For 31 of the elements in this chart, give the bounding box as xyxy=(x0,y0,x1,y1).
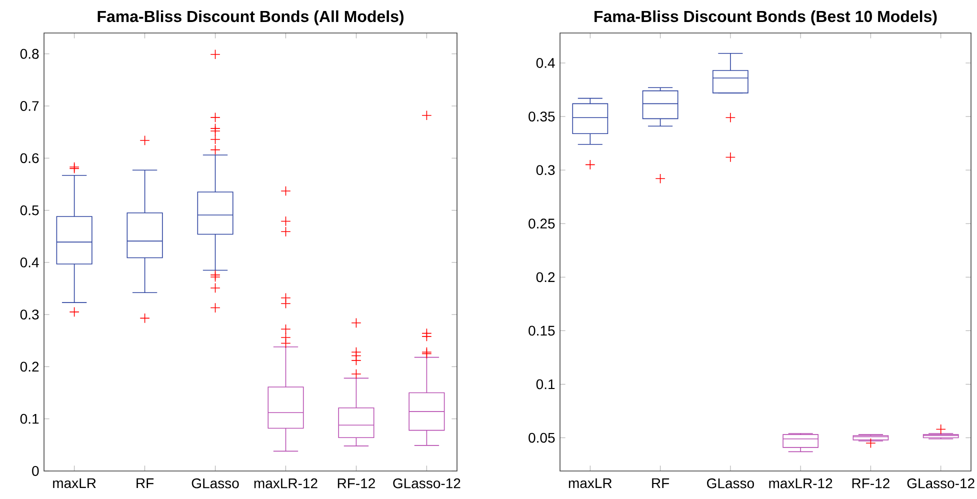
x-tick-label: GLasso xyxy=(192,478,239,488)
x-tick-label: GLasso-12 xyxy=(393,478,460,488)
x-tick-label: RF-12 xyxy=(852,478,890,488)
y-tick-label: 0.4 xyxy=(536,58,555,68)
y-tick-label: 0.15 xyxy=(528,326,555,336)
x-tick-label: maxLR-12 xyxy=(769,478,832,488)
y-tick-label: 0.35 xyxy=(528,112,555,122)
x-tick-label: GLasso xyxy=(707,478,754,488)
y-tick-label: 0.1 xyxy=(20,414,39,424)
y-tick-label: 0.7 xyxy=(20,101,39,111)
y-tick-label: 0.2 xyxy=(20,362,39,372)
y-tick-label: 0.8 xyxy=(20,48,39,59)
chart-title: Fama-Bliss Discount Bonds (Best 10 Models) xyxy=(594,10,937,26)
x-tick-label: RF xyxy=(136,478,154,488)
y-tick-label: 0.6 xyxy=(20,153,39,164)
y-tick-label: 0 xyxy=(32,466,39,476)
x-tick-label: maxLR xyxy=(53,478,96,488)
y-tick-label: 0.1 xyxy=(536,379,555,390)
y-tick-label: 0.2 xyxy=(536,272,555,282)
y-tick-label: 0.05 xyxy=(528,432,555,443)
y-tick-label: 0.3 xyxy=(536,165,555,176)
y-tick-label: 0.25 xyxy=(528,218,555,229)
x-tick-label: maxLR-12 xyxy=(254,478,318,488)
x-tick-label: RF xyxy=(652,478,670,488)
chart-title: Fama-Bliss Discount Bonds (All Models) xyxy=(98,10,404,26)
x-tick-label: GLasso-12 xyxy=(907,478,974,488)
y-tick-label: 0.4 xyxy=(20,257,39,268)
x-tick-label: maxLR xyxy=(568,478,612,488)
y-tick-label: 0.5 xyxy=(20,205,39,216)
y-tick-label: 0.3 xyxy=(20,310,39,320)
x-tick-label: RF-12 xyxy=(338,478,375,488)
